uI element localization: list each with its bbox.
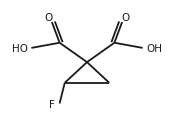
Text: O: O	[44, 13, 53, 23]
Text: F: F	[49, 100, 55, 110]
Text: HO: HO	[12, 44, 28, 54]
Text: O: O	[121, 13, 130, 23]
Text: OH: OH	[146, 44, 162, 54]
